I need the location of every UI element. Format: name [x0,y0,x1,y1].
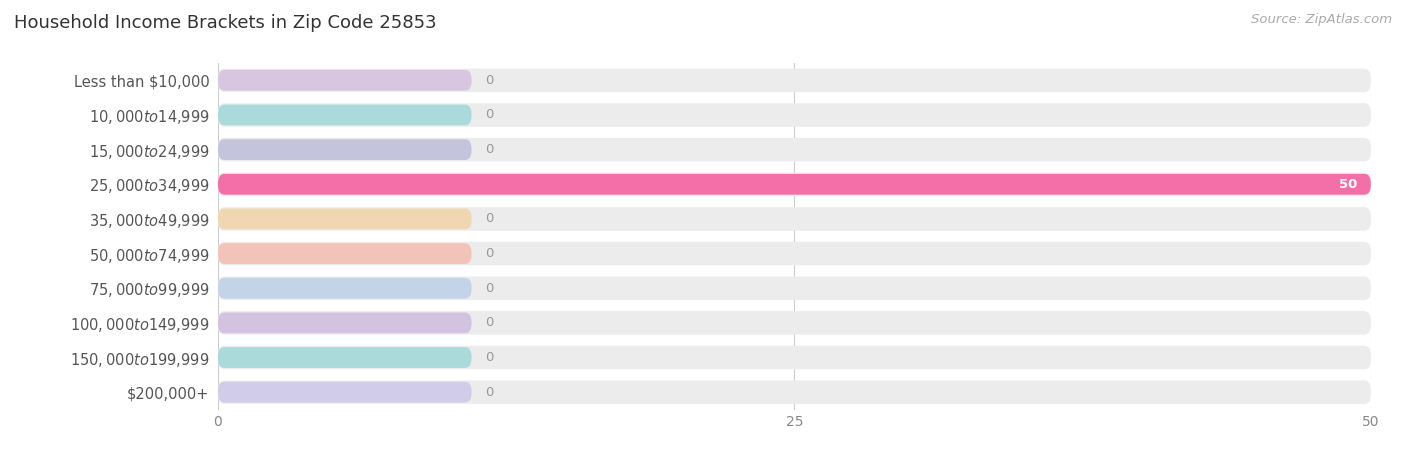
Text: 0: 0 [485,74,494,87]
Text: 0: 0 [485,143,494,156]
Text: 0: 0 [485,282,494,295]
FancyBboxPatch shape [218,174,1371,195]
Text: Source: ZipAtlas.com: Source: ZipAtlas.com [1251,14,1392,27]
Text: Household Income Brackets in Zip Code 25853: Household Income Brackets in Zip Code 25… [14,14,437,32]
Text: 0: 0 [485,316,494,329]
FancyBboxPatch shape [218,382,471,403]
FancyBboxPatch shape [218,172,1371,196]
FancyBboxPatch shape [218,208,471,230]
FancyBboxPatch shape [218,347,471,368]
FancyBboxPatch shape [218,278,471,299]
FancyBboxPatch shape [218,276,1371,300]
FancyBboxPatch shape [218,311,1371,335]
FancyBboxPatch shape [218,346,1371,369]
FancyBboxPatch shape [218,242,1371,266]
FancyBboxPatch shape [218,138,1371,162]
Text: 0: 0 [485,351,494,364]
FancyBboxPatch shape [218,243,471,264]
FancyBboxPatch shape [218,312,471,333]
FancyBboxPatch shape [218,139,471,160]
FancyBboxPatch shape [218,103,1371,127]
FancyBboxPatch shape [218,207,1371,231]
FancyBboxPatch shape [218,68,1371,92]
FancyBboxPatch shape [218,104,471,126]
Text: 0: 0 [485,247,494,260]
Text: 0: 0 [485,386,494,399]
Text: 0: 0 [485,108,494,122]
Text: 50: 50 [1339,178,1357,191]
FancyBboxPatch shape [218,380,1371,404]
FancyBboxPatch shape [218,70,471,91]
Text: 0: 0 [485,212,494,225]
